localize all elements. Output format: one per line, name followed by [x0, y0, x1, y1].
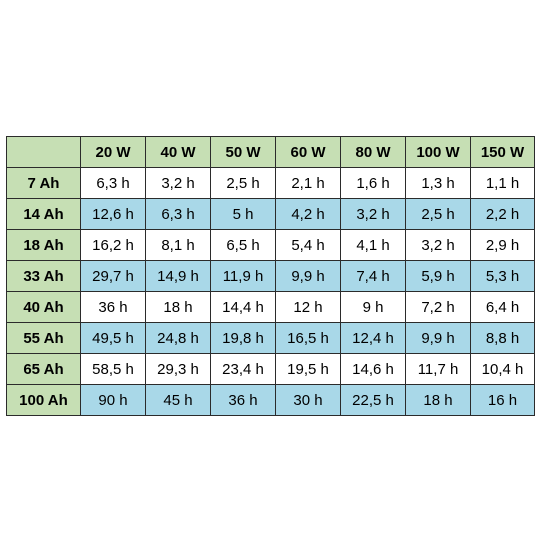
column-header: 150 W [470, 136, 535, 168]
table-row: 7 Ah 6,3 h 3,2 h 2,5 h 2,1 h 1,6 h 1,3 h 1,1 h [6, 167, 535, 199]
row-header: 55 Ah [6, 322, 81, 354]
table-cell: 9,9 h [275, 260, 341, 292]
table-cell: 4,2 h [275, 198, 341, 230]
row-header: 18 Ah [6, 229, 81, 261]
runtime-table: 20 W 40 W 50 W 60 W 80 W 100 W 150 W 7 Ah 6,3 h… [6, 136, 535, 416]
header-corner [6, 136, 81, 168]
table-cell: 1,6 h [340, 167, 406, 199]
table-cell: 36 h [210, 384, 276, 416]
table-cell: 5,9 h [405, 260, 471, 292]
table-cell: 23,4 h [210, 353, 276, 385]
table-cell: 6,3 h [80, 167, 146, 199]
table-cell: 16 h [470, 384, 535, 416]
table-cell: 3,2 h [145, 167, 211, 199]
header-row: 20 W 40 W 50 W 60 W 80 W 100 W 150 W [6, 136, 535, 168]
table-cell: 7,2 h [405, 291, 471, 323]
row-header: 65 Ah [6, 353, 81, 385]
table-cell: 19,5 h [275, 353, 341, 385]
table-cell: 2,9 h [470, 229, 535, 261]
table-cell: 3,2 h [405, 229, 471, 261]
table-cell: 11,9 h [210, 260, 276, 292]
row-header: 40 Ah [6, 291, 81, 323]
table-cell: 2,2 h [470, 198, 535, 230]
column-header: 20 W [80, 136, 146, 168]
row-header: 33 Ah [6, 260, 81, 292]
column-header: 40 W [145, 136, 211, 168]
table-cell: 8,1 h [145, 229, 211, 261]
table-cell: 29,3 h [145, 353, 211, 385]
column-header: 100 W [405, 136, 471, 168]
column-header: 50 W [210, 136, 276, 168]
table-cell: 2,5 h [405, 198, 471, 230]
table-cell: 11,7 h [405, 353, 471, 385]
table-cell: 5,4 h [275, 229, 341, 261]
table-cell: 2,1 h [275, 167, 341, 199]
table-row: 33 Ah 29,7 h 14,9 h 11,9 h 9,9 h 7,4 h 5,9 h 5,… [6, 260, 535, 292]
table-row: 65 Ah 58,5 h 29,3 h 23,4 h 19,5 h 14,6 h 11,7 … [6, 353, 535, 385]
column-header: 60 W [275, 136, 341, 168]
table-cell: 10,4 h [470, 353, 535, 385]
table-cell: 45 h [145, 384, 211, 416]
table-row: 18 Ah 16,2 h 8,1 h 6,5 h 5,4 h 4,1 h 3,2 h 2,9 … [6, 229, 535, 261]
table-cell: 14,6 h [340, 353, 406, 385]
table-cell: 2,5 h [210, 167, 276, 199]
table-row: 55 Ah 49,5 h 24,8 h 19,8 h 16,5 h 12,4 h 9,9 h… [6, 322, 535, 354]
table-cell: 6,5 h [210, 229, 276, 261]
row-header: 100 Ah [6, 384, 81, 416]
table-cell: 8,8 h [470, 322, 535, 354]
table-cell: 49,5 h [80, 322, 146, 354]
table-cell: 18 h [405, 384, 471, 416]
table-cell: 6,4 h [470, 291, 535, 323]
table-cell: 9 h [340, 291, 406, 323]
table-cell: 5,3 h [470, 260, 535, 292]
table-cell: 14,4 h [210, 291, 276, 323]
table-cell: 6,3 h [145, 198, 211, 230]
table-cell: 12,4 h [340, 322, 406, 354]
row-header: 7 Ah [6, 167, 81, 199]
table-cell: 14,9 h [145, 260, 211, 292]
table-cell: 18 h [145, 291, 211, 323]
row-header: 14 Ah [6, 198, 81, 230]
table-cell: 24,8 h [145, 322, 211, 354]
table-cell: 90 h [80, 384, 146, 416]
table-cell: 19,8 h [210, 322, 276, 354]
table-cell: 9,9 h [405, 322, 471, 354]
table-cell: 16,5 h [275, 322, 341, 354]
table-cell: 12,6 h [80, 198, 146, 230]
table-cell: 36 h [80, 291, 146, 323]
table-cell: 1,1 h [470, 167, 535, 199]
table-cell: 16,2 h [80, 229, 146, 261]
column-header: 80 W [340, 136, 406, 168]
table-cell: 1,3 h [405, 167, 471, 199]
table-cell: 12 h [275, 291, 341, 323]
table-cell: 29,7 h [80, 260, 146, 292]
table-cell: 30 h [275, 384, 341, 416]
table-cell: 3,2 h [340, 198, 406, 230]
table-cell: 22,5 h [340, 384, 406, 416]
table-cell: 58,5 h [80, 353, 146, 385]
table-cell: 5 h [210, 198, 276, 230]
table-row: 100 Ah 90 h 45 h 36 h 30 h 22,5 h 18 h 16 h [6, 384, 535, 416]
table-cell: 4,1 h [340, 229, 406, 261]
table-cell: 7,4 h [340, 260, 406, 292]
